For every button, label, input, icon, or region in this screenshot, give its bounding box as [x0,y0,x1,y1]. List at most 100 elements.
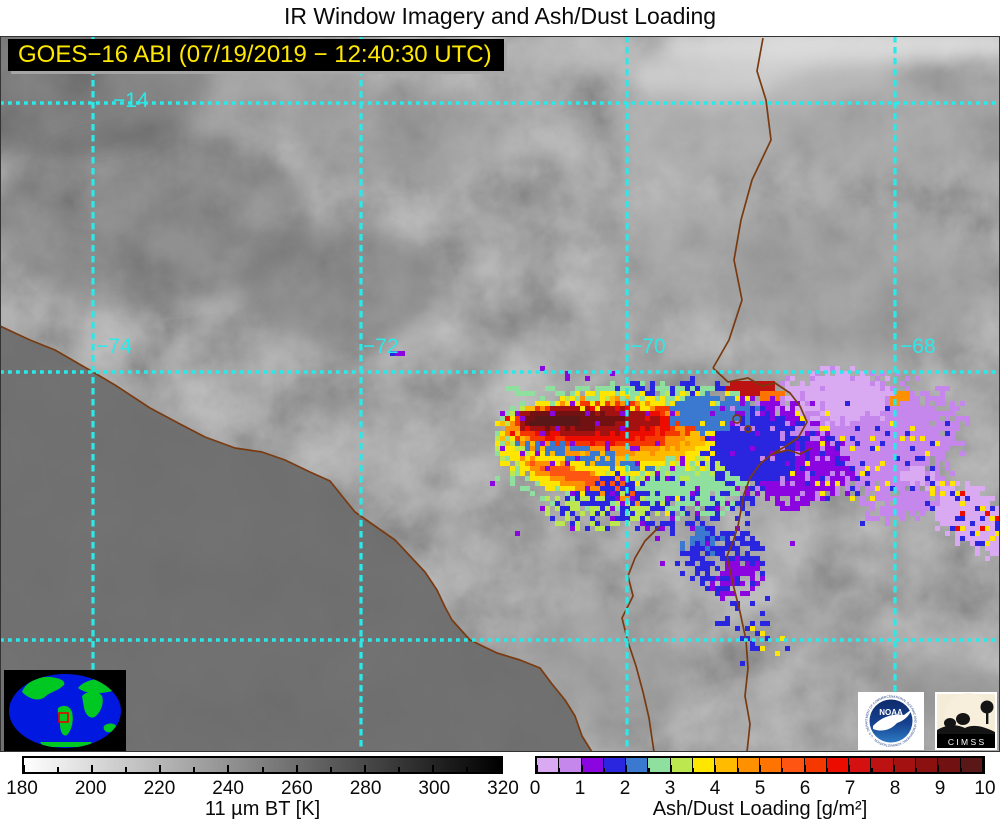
coastline-borders [0,37,813,752]
bt-tick [23,765,25,772]
bt-tick [363,765,366,772]
ash-color-step [826,758,850,772]
ash-tick [625,765,628,772]
bt-tick [193,767,196,772]
ash-tick [892,765,895,772]
ash-tick-label: 3 [664,778,676,799]
bt-tick [125,767,128,772]
ash-tick-label: 4 [709,778,721,799]
ash-tick [915,768,918,772]
ash-tick-label: 8 [889,778,901,799]
latlon-grid-labels: −14 −74 −72 −70 −68 [96,89,936,358]
ash-tick-label: 9 [934,778,946,799]
latlon-grid [0,36,1000,752]
border-line [621,525,661,752]
ash-tick [602,768,605,772]
ash-color-step [715,758,738,772]
ash-color-step [559,758,582,772]
ash-colorbar [535,756,985,774]
coastline [0,325,593,752]
noaa-logo-text: NOAA [879,708,903,717]
ash-colorbar-title: Ash/Dust Loading [g/m²] [652,798,868,820]
ash-tick [937,765,940,772]
cimss-logo: C I M S S [935,692,997,750]
ash-color-step [603,758,627,772]
ash-colorbar-tick-labels: 0 1 2 3 4 5 6 7 8 9 10 [530,778,996,800]
grid-coordinate-label: −14 [113,89,149,112]
bt-tick [261,767,264,772]
ash-color-step [537,758,560,772]
ash-color-step [893,758,917,772]
ash-tick-label: 10 [974,778,996,799]
bt-tick-label: 180 [6,778,38,799]
ash-color-step [670,758,694,772]
ash-color-step [626,758,649,772]
ash-color-step [737,758,760,772]
border-line [726,555,751,752]
bt-tick-label: 320 [487,778,519,799]
locator-globe-inset [4,670,126,752]
bt-colorbar-title: 11 µm BT [K] [204,798,321,820]
bt-tick [227,765,230,772]
ash-color-step [693,758,716,772]
ash-tick-label: 6 [799,778,811,799]
ash-tick [647,768,650,772]
ash-tick-label: 7 [844,778,856,799]
ash-color-step [960,758,983,772]
coverage-target-box [58,712,69,723]
grid-coordinate-label: −74 [96,335,132,358]
ash-tick [870,768,873,772]
ash-tick-label: 1 [574,778,586,799]
bt-tick-label: 200 [74,778,107,799]
bt-tick-label: 220 [143,778,176,799]
ash-tick [736,768,739,772]
image-annotation-label: GOES−16 ABI (07/19/2019 − 12:40:30 UTC) [8,39,504,71]
ash-tick-label: 5 [754,778,766,799]
lake-outline [732,414,742,424]
ash-tick [759,765,761,772]
ash-color-step [759,758,783,772]
ash-tick [580,765,583,772]
ash-color-step [916,758,939,772]
ash-dust-plume [390,351,1000,666]
grid-coordinate-label: −72 [363,335,399,358]
border-line [712,367,808,557]
ash-tick [781,768,784,772]
bt-tick-label: 260 [280,778,313,799]
bt-tick-label: 300 [418,778,451,799]
ash-tick [536,765,538,772]
grid-coordinate-label: −68 [900,335,936,358]
ash-tick [982,765,984,772]
ash-tick [848,765,851,772]
border-line [771,447,813,455]
ash-tick [803,765,806,772]
bt-tick [431,765,434,772]
lake-outline [744,425,752,433]
ash-tick [825,768,828,772]
ash-tick-label: 0 [529,778,541,799]
bt-tick-label: 280 [349,778,382,799]
cimss-logo-text: C I M S S [948,737,985,747]
ash-color-step [804,758,827,772]
ash-color-step [581,758,604,772]
satellite-map: −14 −74 −72 −70 −68 NOAA [0,36,1000,752]
ash-tick [959,768,962,772]
bt-tick [397,767,400,772]
bt-tick [57,767,60,772]
bt-tick [329,767,332,772]
ash-color-step [849,758,872,772]
bt-colorbar-tick-labels: 180 200 220 240 260 280 300 320 [6,778,519,800]
ash-color-step [648,758,671,772]
bt-tick [159,765,162,772]
ash-tick [558,768,561,772]
map-canvas: −14 −74 −72 −70 −68 NOAA [0,36,1000,752]
bt-tick [465,767,468,772]
border-line [712,37,772,369]
ash-tick [692,768,695,772]
ash-color-step [871,758,894,772]
bt-tick [295,765,298,772]
bt-colorbar [22,756,503,774]
ash-color-step [938,758,961,772]
grid-coordinate-label: −70 [630,335,666,358]
